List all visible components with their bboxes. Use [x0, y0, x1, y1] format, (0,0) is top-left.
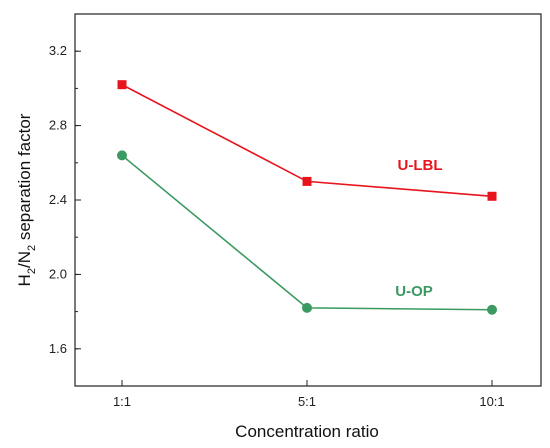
series-label: U-OP	[395, 283, 433, 300]
series-layer: U-LBL U-OP	[117, 80, 497, 315]
series-u-lbl: U-LBL	[117, 80, 497, 201]
data-point-circle	[487, 304, 497, 315]
data-point-circle	[302, 302, 312, 313]
y-axis: 1.6 2.0 2.4 2.8 3.2	[49, 13, 81, 387]
data-point-circle	[117, 150, 127, 161]
x-tick-label: 1:1	[113, 394, 131, 409]
data-point-square	[302, 176, 312, 186]
y-tick-label: 2.8	[49, 118, 67, 133]
y-tick-label: 2.0	[49, 266, 67, 281]
plot-frame	[74, 13, 542, 387]
y-tick-label: 1.6	[49, 341, 67, 356]
x-axis-title: Concentration ratio	[235, 422, 379, 441]
x-tick-label: 10:1	[479, 394, 504, 409]
series-u-op: U-OP	[117, 150, 497, 315]
data-point-square	[117, 80, 127, 90]
y-tick-label: 3.2	[49, 43, 67, 58]
y-axis-title: H2/N2 separation factor	[15, 113, 38, 286]
series-label: U-LBL	[398, 157, 443, 174]
data-point-square	[487, 191, 497, 201]
x-tick-label: 5:1	[298, 394, 316, 409]
x-axis: 1:1 5:1 10:1	[113, 380, 505, 409]
y-tick-label: 2.4	[49, 192, 67, 207]
